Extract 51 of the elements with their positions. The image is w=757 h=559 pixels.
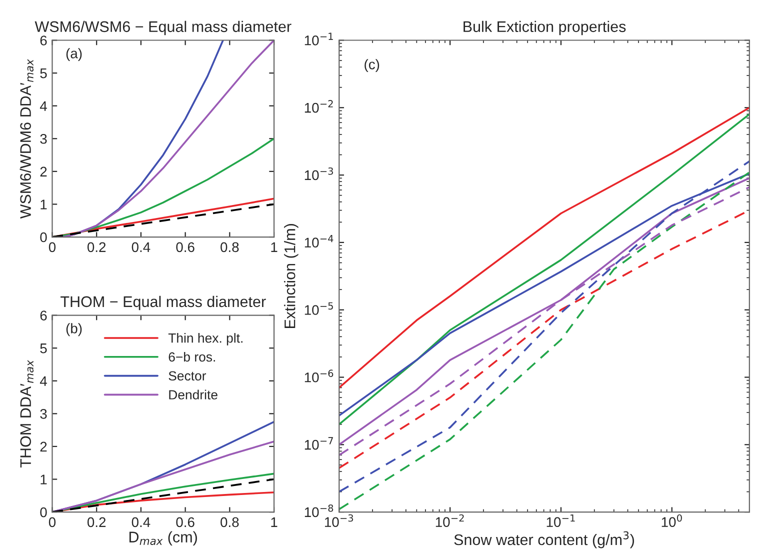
x-tick-label: 1 [271,517,278,527]
chart-title: Bulk Extiction properties [464,20,626,36]
legend-label: Dendrite [169,390,218,400]
x-tick-label: 0.2 [87,242,106,252]
y-tick-label: 1 [40,200,47,210]
x-tick-label: 0.6 [176,242,194,252]
y-tick-label: 10$^{−5}$ [304,302,333,315]
chart-title: THOM − Equal mass diameter [60,296,266,310]
y-tick-label: 1 [40,474,47,484]
y-axis-title: THOM DDA′$_{max}$ [20,360,34,468]
y-tick-label: 4 [40,376,47,386]
legend-label: 6−b ros. [168,352,215,362]
y-tick-label: 2 [40,166,47,176]
y-tick-label: 6 [40,36,47,46]
x-tick-label: 0.8 [220,242,239,252]
x-axis-title: D$_{max}$ (cm) [129,531,197,546]
y-tick-label: 10$^{−3}$ [304,167,333,180]
x-tick-label: 10$^{−2}$ [436,514,464,527]
x-tick-label: 0.4 [132,517,150,528]
x-tick-label: 0.8 [220,517,239,528]
y-axis-title: WSM6/WDM6 DDA′$_{max}$ [20,59,34,219]
y-tick-label: 5 [40,68,47,78]
x-tick-label: 10$^{0}$ [662,514,682,527]
x-tick-label: 0 [48,517,56,528]
y-tick-label: 3 [40,134,47,144]
y-tick-label: 10$^{−4}$ [304,234,334,248]
y-tick-label: 10$^{−2}$ [304,100,333,113]
annotation: (c) [364,59,380,72]
x-axis-title: Snow water content (g/m$^{3}$) [454,531,634,548]
legend-label: Sector [168,371,206,381]
y-tick-label: 4 [40,101,47,111]
y-tick-label: 0 [40,232,47,242]
x-tick-label: 0.4 [132,242,150,252]
annotation: (a) [66,48,82,62]
legend-label: Thin hex. plt. [168,333,242,346]
x-tick-label: 10$^{−1}$ [546,514,575,528]
annotation: (b) [66,323,82,336]
y-tick-label: 5 [40,344,47,354]
x-tick-label: 0.6 [176,517,194,528]
y-tick-label: 6 [40,310,47,320]
y-tick-label: 3 [40,408,47,419]
x-tick-label: 0 [48,242,56,252]
y-tick-label: 10$^{−1}$ [304,32,333,46]
x-tick-label: 0.2 [87,517,106,528]
y-tick-label: 10$^{−6}$ [304,370,334,382]
y-tick-label: 0 [40,507,47,518]
x-tick-label: 1 [271,242,278,252]
y-tick-label: 2 [40,442,47,452]
y-tick-label: 10$^{−7}$ [304,437,333,450]
y-axis-title: Extinction (1/m) [284,224,298,328]
chart-title: WSM6/WSM6 − Equal mass diameter [34,20,292,36]
